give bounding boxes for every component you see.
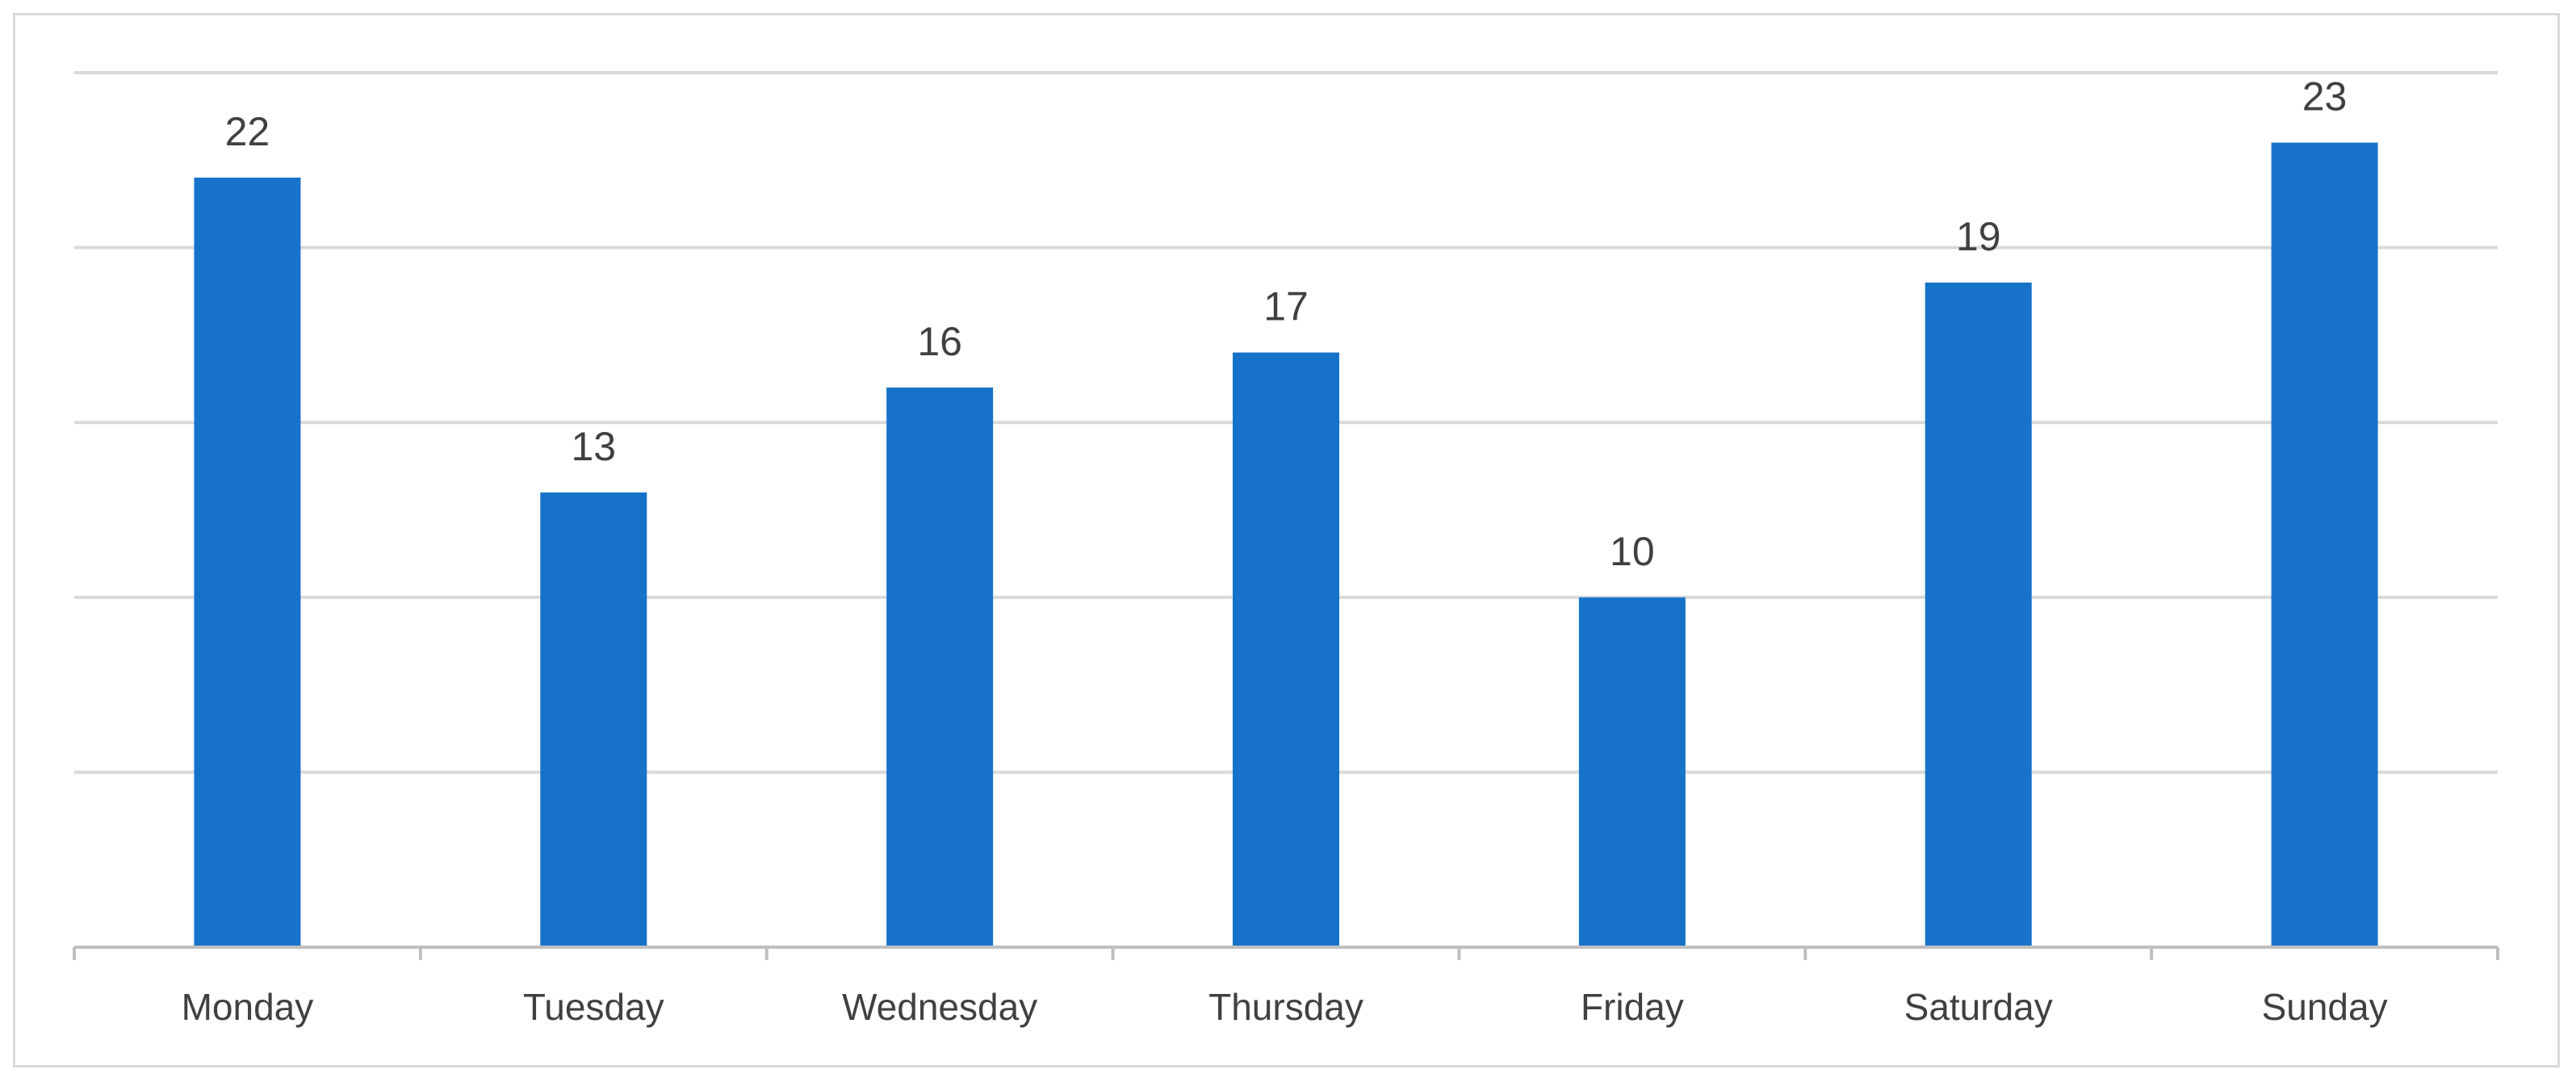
bar-saturday — [1925, 282, 2032, 947]
bar-monday — [194, 177, 301, 947]
category-label-tuesday: Tuesday — [523, 986, 664, 1028]
category-label-thursday: Thursday — [1208, 986, 1363, 1028]
category-label-monday: Monday — [182, 986, 314, 1028]
bar-thursday — [1233, 352, 1339, 947]
data-label-tuesday: 13 — [571, 424, 616, 469]
bar-sunday — [2271, 142, 2378, 947]
data-label-thursday: 17 — [1263, 284, 1309, 329]
bar-wednesday — [886, 387, 994, 947]
bar-friday — [1578, 597, 1686, 947]
category-label-saturday: Saturday — [1904, 986, 2053, 1028]
category-label-wednesday: Wednesday — [842, 986, 1037, 1028]
bars — [194, 142, 2378, 947]
data-label-friday: 10 — [1610, 529, 1655, 574]
category-label-sunday: Sunday — [2262, 986, 2388, 1028]
labels: 22 Monday 13 Tuesday 16 Wednesday 17 Thursday 10… — [182, 74, 2388, 1028]
bar-tuesday — [540, 492, 647, 947]
data-label-saturday: 19 — [1956, 214, 2001, 259]
data-label-wednesday: 16 — [917, 319, 962, 364]
x-axis — [73, 946, 2499, 960]
data-label-sunday: 23 — [2302, 74, 2348, 120]
data-label-monday: 22 — [225, 109, 270, 154]
category-label-friday: Friday — [1581, 986, 1684, 1028]
